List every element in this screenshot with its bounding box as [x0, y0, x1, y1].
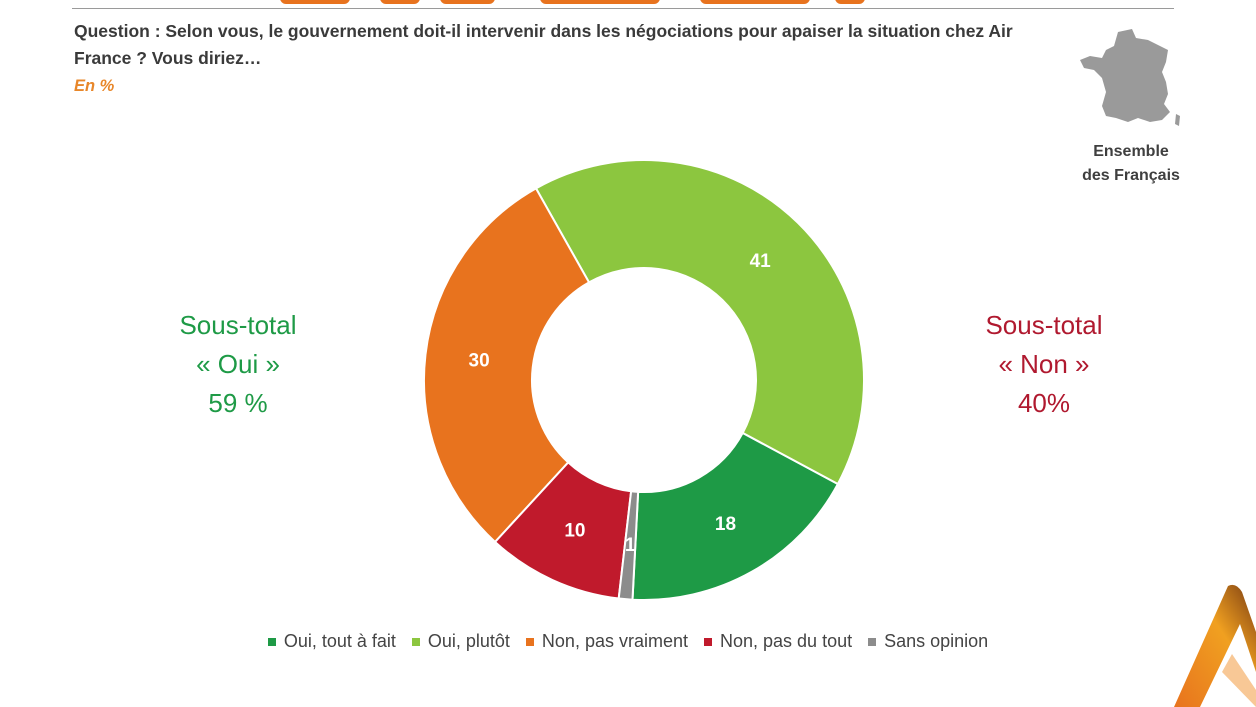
population-label-line2: des Français	[1082, 167, 1180, 184]
legend-swatch	[411, 637, 420, 646]
chart-legend: Oui, tout à fait Oui, plutôt Non, pas vrai…	[0, 631, 1256, 652]
legend-label: Non, pas vraiment	[541, 631, 688, 651]
legend-swatch	[704, 637, 712, 646]
donut-segment-non-pas-du-tout	[493, 461, 633, 600]
legend-item-non-pas-du-tout: Non, pas du tout	[704, 631, 852, 652]
france-map-icon	[1080, 29, 1180, 126]
question-text: Question : Selon vous, le gouvernement d…	[74, 21, 1013, 68]
legend-label: Sans opinion	[884, 631, 989, 651]
subtotal-no-title: Sous-total	[985, 310, 1103, 340]
legend-item-non-pas-vraiment: Non, pas vraiment	[525, 631, 688, 652]
legend-swatch	[868, 637, 877, 646]
legend-item-oui-tout-a-fait: Oui, tout à fait	[267, 631, 396, 652]
unit-label: En %	[74, 77, 115, 95]
brand-logo	[1174, 584, 1256, 707]
subtotal-no-value: 40%	[1017, 388, 1071, 418]
donut-segment-non-pas-vraiment	[423, 186, 591, 544]
legend-item-oui-plutot: Oui, plutôt	[411, 631, 510, 652]
subtotal-yes-title: Sous-total	[179, 310, 297, 340]
legend-swatch	[525, 637, 534, 646]
legend-item-sans-opinion: Sans opinion	[868, 631, 988, 652]
subtotal-no: Sous-total « Non » 40%	[924, 306, 1164, 423]
legend-label: Oui, tout à fait	[283, 631, 396, 651]
top-accent-strip	[0, 0, 1256, 4]
donut-segment-oui-tout-a-fait	[631, 431, 840, 601]
donut-segment-oui-plutot	[534, 159, 865, 486]
data-label-non-pas-vraiment: 30	[469, 350, 490, 371]
subtotal-no-label: « Non »	[998, 349, 1090, 379]
data-label-sans-opinion: 1	[625, 535, 636, 556]
legend-label: Non, pas du tout	[720, 631, 853, 651]
subtotal-yes-label: « Oui »	[196, 349, 280, 379]
subtotal-yes: Sous-total « Oui » 59 %	[118, 306, 358, 423]
data-label-oui-tout-a-fait: 18	[715, 514, 736, 535]
population-label: Ensemble des Français	[1068, 140, 1194, 188]
subtotal-yes-value: 59 %	[208, 388, 268, 418]
donut-segment-sans-opinion	[617, 490, 640, 601]
legend-label: Oui, plutôt	[427, 631, 510, 651]
data-label-oui-plutot: 41	[750, 251, 772, 272]
population-label-line1: Ensemble	[1093, 143, 1169, 160]
header-rule	[72, 8, 1174, 9]
legend-swatch	[267, 637, 276, 646]
data-label-non-pas-du-tout: 10	[564, 520, 585, 541]
